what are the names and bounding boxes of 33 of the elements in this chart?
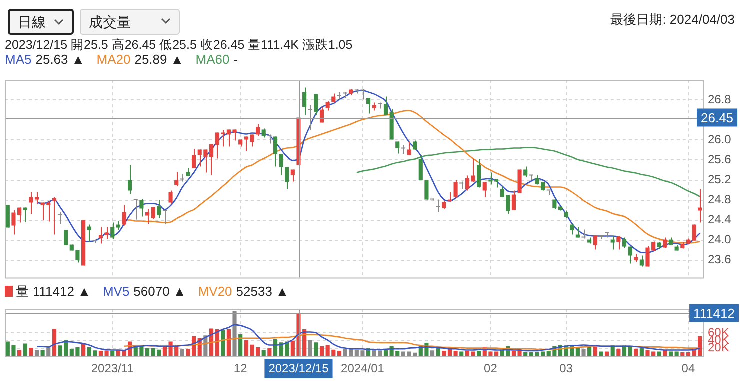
x-tick-label: 04 — [682, 362, 696, 376]
y-tick-label: 25.6 — [708, 152, 732, 167]
legend-label: 量 — [16, 284, 29, 299]
text: 52533 ▲ — [236, 284, 289, 299]
text: MA60 — [196, 52, 230, 67]
y-tick-label: 24.0 — [708, 232, 732, 247]
dropdown-field: 日線 — [8, 9, 74, 35]
text: 111412 ▲ — [33, 284, 91, 299]
x-tick-label: 03 — [560, 362, 574, 376]
text: 56070 ▲ — [134, 284, 186, 299]
y-tick-label: 24.4 — [708, 212, 732, 227]
text: MA20 — [96, 52, 131, 67]
text: MV20 — [198, 284, 232, 299]
chart-subtitle: 最後日期: 2024/04/03 — [610, 11, 735, 29]
chart-title: 2023/12/15 開25.5 高26.45 低25.5 收26.45 量111.4K 漲跌1.05 — [5, 37, 353, 54]
dropdown-field: 成交量 — [80, 9, 180, 35]
x-tick-label: 2023/11 — [91, 362, 134, 376]
x-tick-label: 2023/12/15 — [268, 362, 330, 376]
x-tick-label: 2024/01 — [341, 362, 385, 376]
text: 25.63 ▲ — [36, 52, 85, 67]
text: 25.89 ▲ — [134, 52, 184, 67]
y-tick-label: 24.8 — [708, 192, 732, 207]
x-tick-label: 12 — [234, 362, 248, 376]
y-tick-label: 26.8 — [708, 92, 732, 107]
x-tick-label: 02 — [484, 362, 498, 376]
text: MA5 — [5, 52, 32, 67]
y-tick-label: 23.6 — [708, 252, 732, 267]
ref-line-label: 26.45 — [701, 110, 734, 126]
text: MV5 — [102, 284, 130, 299]
ref-line-label: 111412 — [694, 306, 736, 321]
y-tick-label: 25.2 — [708, 172, 732, 187]
text: - — [234, 52, 238, 67]
y-tick-label: 26.0 — [708, 132, 732, 147]
